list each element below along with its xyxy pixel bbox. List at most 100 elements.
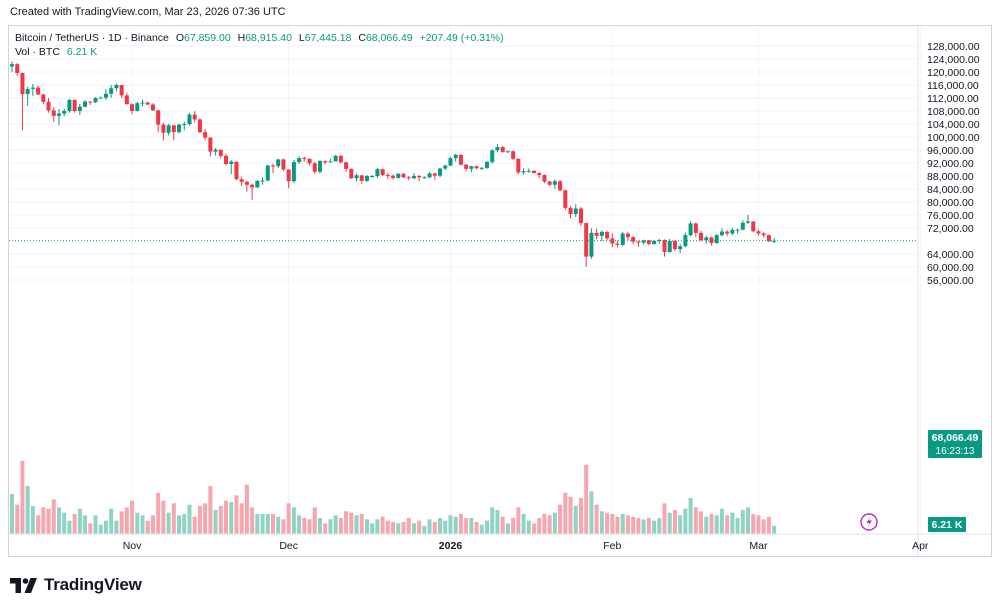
- tradingview-logo-text: TradingView: [44, 575, 142, 594]
- low-key: L: [298, 32, 305, 44]
- price-tick-label: 60,000.00: [927, 262, 974, 274]
- candle-body: [265, 165, 270, 181]
- candle-body: [657, 240, 662, 242]
- volume-bar: [67, 520, 72, 534]
- candle-body: [171, 125, 176, 133]
- candle-body: [625, 233, 630, 238]
- lightning-icon[interactable]: [860, 513, 878, 531]
- candle-body: [688, 223, 693, 236]
- volume-bar: [438, 518, 443, 534]
- volume-bar: [411, 523, 416, 534]
- volume-bar: [354, 515, 359, 534]
- volume-bar: [317, 518, 322, 534]
- candle-body: [182, 124, 187, 125]
- symbol-label[interactable]: Bitcoin / TetherUS · 1D · Binance: [15, 32, 169, 44]
- open-value: 67,859.00: [183, 32, 231, 44]
- close-value: 68,066.49: [365, 32, 413, 44]
- price-tick-label: 72,000.00: [927, 223, 974, 235]
- volume-bar: [385, 520, 390, 534]
- candle-body: [10, 64, 14, 67]
- candle-body: [683, 235, 688, 247]
- high-value: 68,915.40: [245, 32, 292, 44]
- volume-bar: [177, 515, 182, 534]
- volume-bar: [740, 510, 745, 534]
- volume-bar: [276, 516, 281, 534]
- candle-body: [124, 95, 129, 105]
- volume-bar: [203, 503, 208, 534]
- candle-body: [719, 231, 724, 236]
- volume-bar: [719, 508, 724, 534]
- candle-body: [307, 158, 312, 164]
- price-tick-label: 64,000.00: [927, 249, 974, 261]
- candle-body: [417, 176, 422, 178]
- candle-body: [631, 237, 636, 242]
- candle-body: [229, 161, 234, 164]
- candle-body: [552, 181, 557, 185]
- last-price-text: 68,066.49: [932, 432, 979, 444]
- candle-body: [725, 231, 730, 234]
- candle-body: [422, 177, 427, 179]
- price-tick-label: 100,000.00: [927, 132, 980, 144]
- candle-body: [349, 168, 354, 179]
- volume-bar: [161, 500, 166, 534]
- volume-bar: [589, 491, 594, 534]
- candle-body: [620, 233, 625, 245]
- candle-body: [735, 229, 740, 231]
- candle-body: [177, 124, 182, 133]
- price-tick-label: 128,000.00: [927, 41, 980, 53]
- volume-bar: [375, 519, 380, 534]
- candle-body: [93, 98, 98, 103]
- tradingview-logo-icon: [10, 578, 37, 593]
- candle-body: [401, 173, 406, 178]
- candle-body: [756, 231, 761, 234]
- candle-body: [526, 170, 531, 172]
- candle-body: [234, 161, 239, 180]
- price-tick-label: 84,000.00: [927, 184, 974, 196]
- volume-bar: [500, 516, 505, 534]
- price-tick-label: 80,000.00: [927, 197, 974, 209]
- candle-body: [333, 155, 338, 162]
- candle-body: [62, 111, 67, 114]
- candlestick-chart[interactable]: 128,000.00124,000.00120,000.00116,000.00…: [9, 26, 991, 556]
- volume-legend: Vol · BTC 6.21 K: [15, 46, 97, 58]
- candle-body: [46, 101, 51, 111]
- tradingview-logo[interactable]: TradingView: [10, 574, 142, 596]
- low-value: 67,445.18: [304, 32, 352, 44]
- candle-body: [317, 161, 322, 172]
- candle-body: [693, 223, 698, 233]
- chart-frame: [8, 25, 992, 557]
- volume-bar: [547, 515, 552, 534]
- candle-body: [98, 97, 103, 99]
- volume-bar: [192, 516, 197, 534]
- candle-body: [537, 173, 542, 176]
- volume-bar: [150, 515, 155, 534]
- volume-bar: [51, 499, 56, 534]
- volume-bar: [730, 512, 735, 534]
- volume-bar: [124, 507, 129, 534]
- volume-bar: [130, 500, 135, 534]
- candle-body: [119, 85, 124, 96]
- volume-bar: [286, 503, 291, 534]
- candle-body: [302, 158, 307, 160]
- volume-bar: [370, 523, 375, 534]
- volume-bar: [683, 508, 688, 534]
- candle-body: [458, 154, 463, 165]
- candle-body: [344, 162, 349, 169]
- candle-body: [761, 233, 766, 236]
- ohlc-legend: Bitcoin / TetherUS · 1D · Binance O67,85…: [15, 32, 504, 44]
- volume-bar: [657, 518, 662, 534]
- volume-bar: [380, 516, 385, 534]
- volume-bar: [505, 523, 510, 534]
- volume-label[interactable]: Vol · BTC: [15, 46, 60, 58]
- volume-bar: [281, 519, 286, 534]
- candle-body: [114, 85, 119, 89]
- candle-body: [109, 88, 114, 94]
- candle-body: [464, 164, 469, 169]
- volume-bar: [532, 523, 536, 534]
- candle-body: [56, 113, 61, 116]
- volume-bar: [746, 507, 751, 534]
- volume-bar: [15, 504, 20, 534]
- volume-bar: [573, 506, 578, 534]
- candle-body: [636, 241, 641, 243]
- candle-body: [224, 155, 229, 164]
